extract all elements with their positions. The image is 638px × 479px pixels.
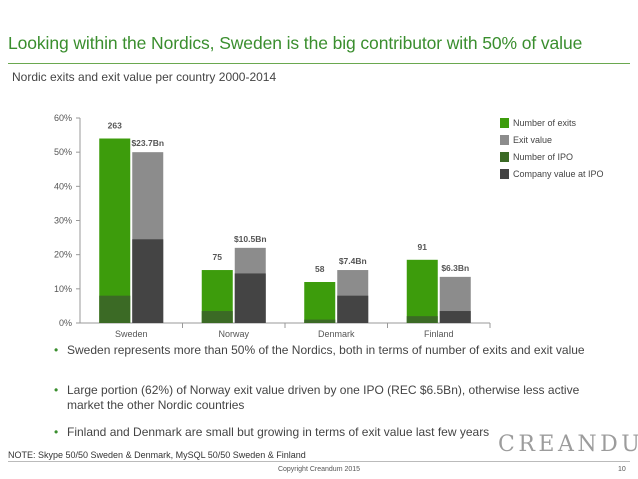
legend-item-ipo-value: Company value at IPO xyxy=(500,169,604,179)
legend-label: Exit value xyxy=(513,135,553,145)
x-category-label: Norway xyxy=(218,329,249,339)
footnote: NOTE: Skype 50/50 Sweden & Denmark, MySQ… xyxy=(8,450,306,460)
legend-item-exits: Number of exits xyxy=(500,118,576,128)
bar-number-of-exits xyxy=(406,259,438,323)
data-label-exit-value: $7.4Bn xyxy=(339,256,367,266)
y-tick-label: 30% xyxy=(54,216,72,226)
x-category-label: Denmark xyxy=(318,329,355,339)
data-label-exit-value: $6.3Bn xyxy=(441,263,469,273)
slide-title: Looking within the Nordics, Sweden is th… xyxy=(8,33,583,53)
chart-subtitle: Nordic exits and exit value per country … xyxy=(12,70,277,84)
creandum-logo: CREANDUM xyxy=(498,432,638,457)
bullet-dot-icon: • xyxy=(54,425,59,439)
page-number: 10 xyxy=(618,466,626,473)
y-tick-label: 20% xyxy=(54,250,72,260)
data-label-exit-value: $10.5Bn xyxy=(234,234,267,244)
bullet-item: • Sweden represents more than 50% of the… xyxy=(54,343,587,358)
legend-item-ipo-count: Number of IPO xyxy=(500,152,573,162)
bar-company-value-at-ipo xyxy=(439,311,471,323)
legend-label: Number of IPO xyxy=(513,152,574,162)
bar-company-value-at-ipo xyxy=(234,273,266,323)
legend-swatch xyxy=(500,118,509,128)
y-tick-label: 60% xyxy=(54,113,72,123)
bar-company-value-at-ipo xyxy=(132,239,164,323)
legend-item-exit-value: Exit value xyxy=(500,135,552,145)
legend-label: Number of exits xyxy=(513,118,577,128)
data-label-exits: 263 xyxy=(108,121,122,131)
y-tick-label: 10% xyxy=(54,284,72,294)
y-tick-label: 40% xyxy=(54,181,72,191)
bar-company-value-at-ipo xyxy=(337,295,369,323)
bar-number-of-ipo xyxy=(406,316,438,323)
bullet-text: Sweden represents more than 50% of the N… xyxy=(67,343,585,357)
bullet-text: Large portion (62%) of Norway exit value… xyxy=(67,383,580,412)
legend-label: Company value at IPO xyxy=(513,169,604,179)
title-divider xyxy=(8,63,630,64)
bullet-dot-icon: • xyxy=(54,343,59,357)
data-label-exits: 75 xyxy=(213,252,223,262)
bullet-item: • Large portion (62%) of Norway exit val… xyxy=(54,383,587,413)
bar-number-of-ipo xyxy=(304,319,336,323)
bullet-item: • Finland and Denmark are small but grow… xyxy=(54,425,587,440)
bar-number-of-ipo xyxy=(99,295,131,323)
y-tick-label: 0% xyxy=(59,318,72,328)
legend-swatch xyxy=(500,135,509,145)
bar-number-of-exits xyxy=(99,138,131,323)
x-category-label: Sweden xyxy=(115,329,148,339)
bar-chart: 0% 10% 20% 30% 40% 50% 60% 263 $23.7Bn Sweden 75 $1… xyxy=(54,113,491,339)
bar-number-of-ipo xyxy=(201,311,233,323)
copyright: Copyright Creandum 2015 xyxy=(277,466,361,473)
legend-swatch xyxy=(500,152,509,162)
data-label-exits: 91 xyxy=(418,242,428,252)
data-label-exits: 58 xyxy=(315,264,325,274)
footer-divider xyxy=(8,461,630,462)
data-label-exit-value: $23.7Bn xyxy=(131,138,164,148)
y-tick-label: 50% xyxy=(54,147,72,157)
legend-swatch xyxy=(500,169,509,179)
bar-number-of-exits xyxy=(304,282,336,323)
bullet-dot-icon: • xyxy=(54,383,59,397)
x-category-label: Finland xyxy=(424,329,454,339)
bullet-text: Finland and Denmark are small but growin… xyxy=(67,425,490,439)
